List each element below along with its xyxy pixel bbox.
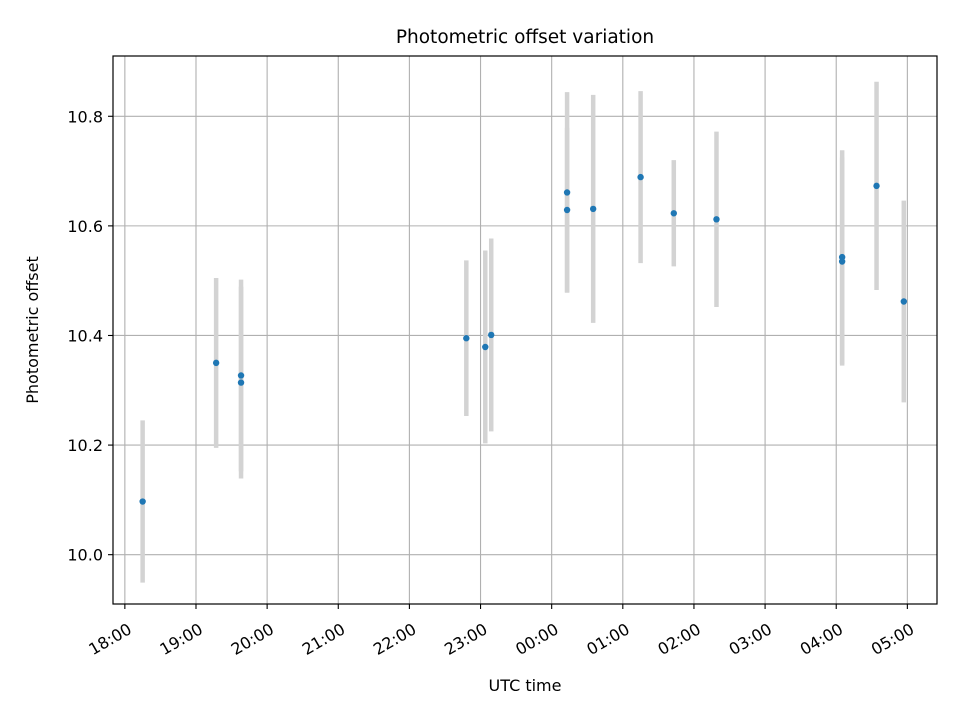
data-point xyxy=(463,335,470,342)
data-point xyxy=(713,216,720,223)
data-points xyxy=(139,173,908,505)
y-tick-label: 10.6 xyxy=(67,217,103,236)
x-tick-label: 04:00 xyxy=(797,619,846,659)
y-tick-label: 10.0 xyxy=(67,546,103,565)
plot-frame xyxy=(112,55,938,605)
x-tick-label: 03:00 xyxy=(726,619,775,659)
data-point xyxy=(589,205,597,213)
y-axis-label: Photometric offset xyxy=(23,256,42,404)
x-tick-label: 22:00 xyxy=(370,619,419,659)
data-point xyxy=(873,182,880,190)
y-tick-label: 10.8 xyxy=(67,107,103,126)
data-point xyxy=(563,189,571,196)
x-tick-label: 23:00 xyxy=(441,619,490,659)
x-tick-label: 20:00 xyxy=(228,619,277,659)
data-point xyxy=(237,372,245,379)
x-axis-label: UTC time xyxy=(489,676,562,695)
plot-background xyxy=(113,56,937,604)
data-point xyxy=(637,173,644,181)
x-tick-label: 05:00 xyxy=(868,619,917,659)
data-point xyxy=(563,206,571,214)
x-tick-label: 00:00 xyxy=(512,619,561,659)
data-point xyxy=(237,379,245,386)
x-tick-label: 19:00 xyxy=(157,619,206,659)
data-point xyxy=(212,359,220,367)
data-point xyxy=(488,331,495,339)
x-axis: 18:00 19:00 20:00 21:00 22:00 23:00 00:00 01:00… xyxy=(85,604,917,659)
data-point xyxy=(900,298,908,305)
y-axis: 10.0 10.2 10.4 10.6 10.8 xyxy=(67,107,113,565)
data-point xyxy=(838,258,846,265)
grid xyxy=(113,56,937,604)
data-point xyxy=(838,253,846,261)
data-point xyxy=(670,210,677,217)
x-tick-label: 02:00 xyxy=(655,619,704,659)
y-tick-label: 10.2 xyxy=(67,436,103,455)
x-tick-label: 21:00 xyxy=(299,619,348,659)
x-tick-label: 18:00 xyxy=(85,619,134,659)
data-point xyxy=(482,343,489,351)
x-tick-label: 01:00 xyxy=(583,619,632,659)
data-point xyxy=(139,498,146,505)
y-tick-label: 10.4 xyxy=(67,326,103,345)
chart-title: Photometric offset variation xyxy=(396,27,654,48)
